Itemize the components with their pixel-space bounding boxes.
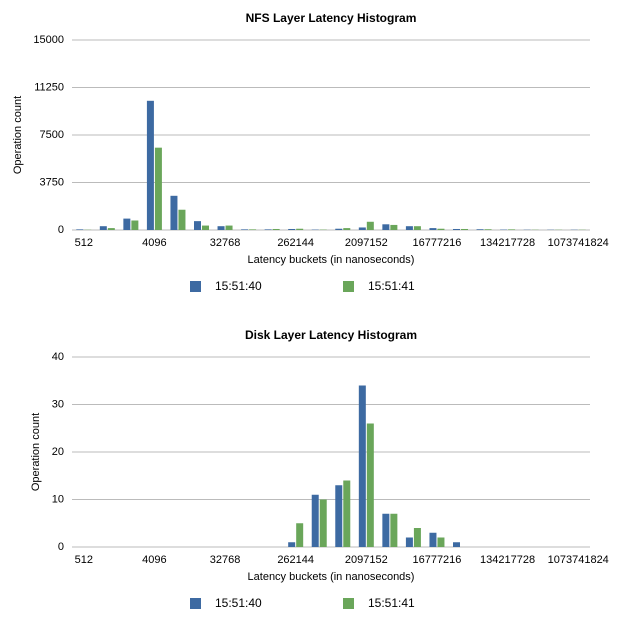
chart-title: Disk Layer Latency Histogram [245,328,417,342]
bar [343,228,351,230]
x-tick-label: 512 [75,554,93,566]
y-tick-label: 11250 [34,81,64,93]
y-tick-label: 0 [58,541,64,553]
bar [202,225,209,230]
bar [453,542,460,547]
bar [123,218,131,230]
x-tick-label: 134217728 [480,554,535,566]
bar [249,229,257,230]
bar [484,229,492,230]
bar [476,229,484,230]
y-axis-title: Operation count [30,413,42,491]
x-tick-label: 32768 [210,554,241,566]
bar [461,228,468,230]
bar [99,226,107,230]
bar [437,537,445,547]
y-tick-label: 20 [52,446,64,458]
bar [413,528,421,547]
bar [405,537,413,547]
bar [390,224,398,230]
bar [272,228,280,230]
x-tick-label: 2097152 [345,237,388,249]
bar [358,385,366,547]
legend-swatch [190,598,201,609]
x-tick-label: 512 [75,237,93,249]
bar [225,225,233,230]
x-tick-label: 262144 [277,237,314,249]
bar [335,485,343,547]
bar [319,499,327,547]
x-tick-label: 16777216 [412,237,461,249]
bar [296,523,304,547]
x-axis-title: Latency buckets (in nanoseconds) [248,571,415,583]
bar [358,227,366,230]
bar [335,228,343,230]
y-axis-title: Operation count [12,96,24,174]
bar [107,228,115,230]
legend-label: 15:51:40 [215,596,262,610]
y-tick-label: 3750 [40,176,64,188]
legend-label: 15:51:41 [368,279,415,293]
bar [413,226,421,230]
bar [405,226,413,230]
bar [288,542,296,547]
x-tick-label: 2097152 [345,554,388,566]
bar [217,226,225,230]
bar [453,228,460,230]
bar [288,228,296,230]
bar [343,480,351,547]
bar [170,195,178,230]
bar [508,229,516,230]
y-tick-label: 30 [52,398,64,410]
bar [194,221,201,230]
y-tick-label: 40 [52,351,64,363]
bar [146,100,154,230]
bar [178,209,186,230]
legend-swatch [343,598,354,609]
bar [264,229,272,230]
x-tick-label: 32768 [210,237,241,249]
x-axis-title: Latency buckets (in nanoseconds) [248,254,415,266]
bar [429,532,437,547]
bar [429,228,437,230]
y-tick-label: 10 [52,493,64,505]
x-tick-label: 1073741824 [548,554,609,566]
legend-swatch [343,281,354,292]
x-tick-label: 262144 [277,554,314,566]
y-tick-label: 15000 [33,34,64,46]
bar [390,513,398,547]
bar [437,228,445,230]
legend-swatch [190,281,201,292]
x-tick-label: 4096 [142,237,166,249]
x-tick-label: 1073741824 [548,237,609,249]
bar [241,229,249,230]
x-tick-label: 16777216 [412,554,461,566]
bar [366,423,374,547]
chart-title: NFS Layer Latency Histogram [246,11,417,25]
y-tick-label: 7500 [40,129,64,141]
bar [76,229,84,230]
bar [382,224,390,230]
bar [366,221,374,230]
bar [154,147,162,230]
bar [311,494,319,547]
x-tick-label: 134217728 [480,237,535,249]
x-tick-label: 4096 [142,554,166,566]
bar [131,220,139,230]
bar [296,228,304,230]
y-tick-label: 0 [58,224,64,236]
legend-label: 15:51:41 [368,596,415,610]
legend-label: 15:51:40 [215,279,262,293]
bar [382,513,390,547]
